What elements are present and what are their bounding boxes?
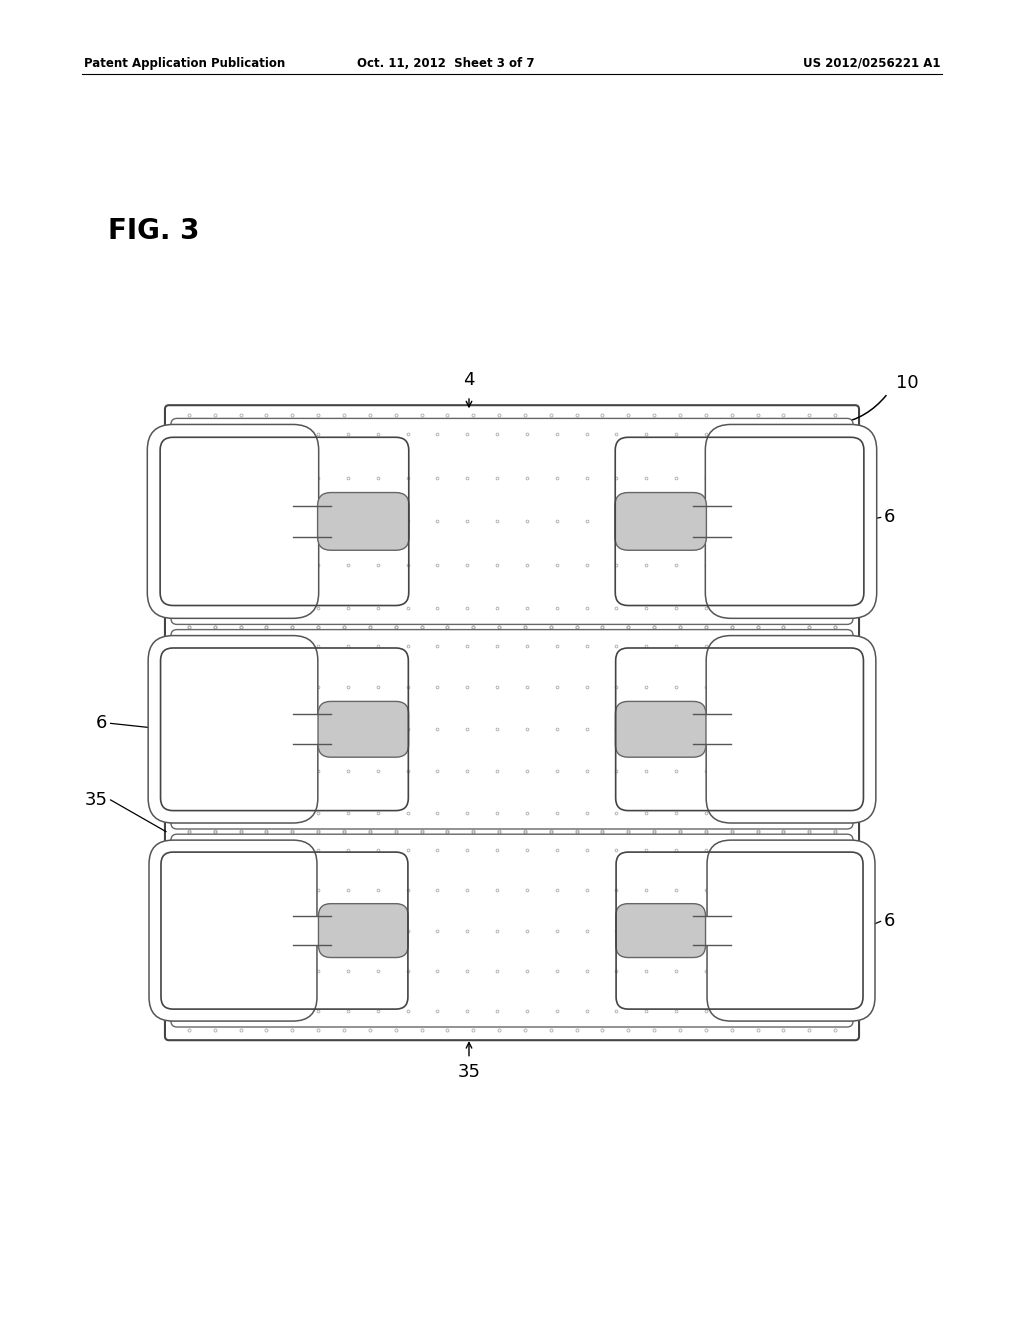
Text: 10: 10 <box>896 374 919 392</box>
Bar <box>693 506 731 537</box>
Bar <box>293 714 331 744</box>
FancyBboxPatch shape <box>171 418 853 624</box>
Text: 35: 35 <box>458 1063 480 1081</box>
FancyBboxPatch shape <box>706 425 877 618</box>
FancyBboxPatch shape <box>615 904 706 957</box>
Bar <box>693 916 731 945</box>
FancyBboxPatch shape <box>317 492 410 550</box>
Text: 35: 35 <box>85 791 108 809</box>
FancyBboxPatch shape <box>171 834 853 1027</box>
Bar <box>693 714 731 744</box>
Text: FIG. 3: FIG. 3 <box>108 216 199 246</box>
FancyBboxPatch shape <box>147 425 318 618</box>
Text: 6: 6 <box>884 508 895 527</box>
FancyBboxPatch shape <box>171 630 853 829</box>
Text: 6: 6 <box>96 714 108 733</box>
FancyBboxPatch shape <box>615 701 706 758</box>
FancyBboxPatch shape <box>150 840 317 1022</box>
FancyBboxPatch shape <box>318 904 409 957</box>
Text: Oct. 11, 2012  Sheet 3 of 7: Oct. 11, 2012 Sheet 3 of 7 <box>356 57 535 70</box>
Text: US 2012/0256221 A1: US 2012/0256221 A1 <box>803 57 940 70</box>
FancyBboxPatch shape <box>707 840 874 1022</box>
FancyBboxPatch shape <box>707 636 876 822</box>
Text: 6: 6 <box>884 912 895 931</box>
FancyBboxPatch shape <box>318 701 409 758</box>
Bar <box>293 506 331 537</box>
FancyBboxPatch shape <box>165 405 859 1040</box>
Text: 4: 4 <box>463 371 475 389</box>
FancyBboxPatch shape <box>614 492 707 550</box>
Text: Patent Application Publication: Patent Application Publication <box>84 57 286 70</box>
FancyBboxPatch shape <box>148 636 317 822</box>
Bar <box>293 916 331 945</box>
